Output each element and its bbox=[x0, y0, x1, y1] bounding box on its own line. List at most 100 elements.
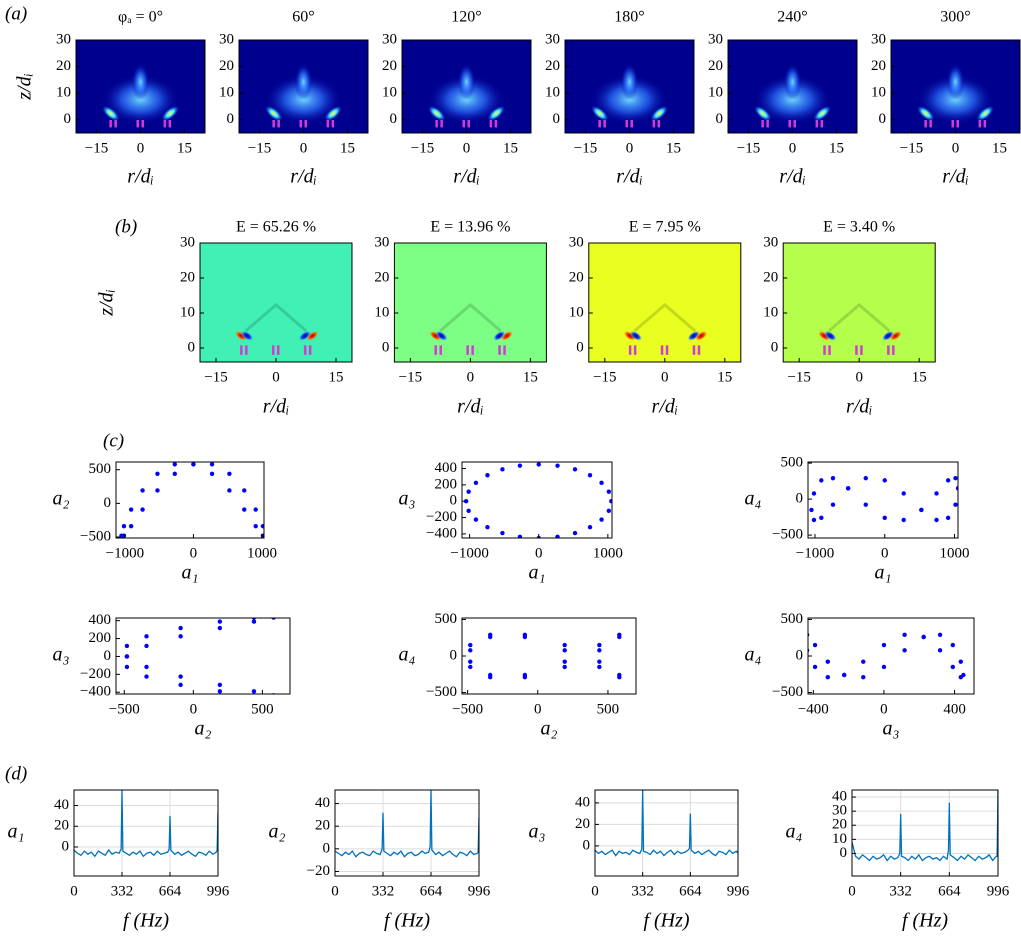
subplot-title: 240° bbox=[777, 9, 807, 26]
subplot-title: 300° bbox=[940, 9, 970, 26]
scatter-point bbox=[953, 503, 957, 507]
scatter-point bbox=[902, 633, 906, 637]
x-tick-label: 500 bbox=[251, 701, 274, 717]
injector bbox=[631, 120, 634, 127]
injector bbox=[789, 120, 792, 127]
y-tick-label: 0 bbox=[583, 837, 591, 853]
x-tick-label: 0 bbox=[70, 883, 78, 899]
injector bbox=[466, 345, 469, 355]
injector bbox=[661, 345, 664, 355]
y-tick-label: 0 bbox=[382, 339, 390, 355]
y-tick-label: 30 bbox=[871, 31, 886, 47]
injector bbox=[109, 120, 112, 127]
scatter-point bbox=[902, 518, 906, 522]
y-tick-label: 20 bbox=[763, 269, 778, 285]
scatter-point bbox=[155, 472, 159, 476]
scatter-point bbox=[938, 633, 942, 637]
scatter-point bbox=[125, 644, 129, 648]
injector bbox=[855, 345, 858, 355]
y-tick-label: 30 bbox=[56, 31, 71, 47]
scatter-point bbox=[599, 517, 603, 521]
x-tick-label: 332 bbox=[631, 883, 654, 899]
plot-area bbox=[852, 790, 998, 876]
x-tick-label: 0 bbox=[534, 701, 542, 717]
y-tick-label: 0 bbox=[64, 111, 72, 127]
y-tick-label: 10 bbox=[382, 85, 397, 101]
y-axis-label: z/dᵢ bbox=[14, 73, 36, 101]
scatter-point bbox=[254, 524, 258, 528]
axes-frame bbox=[808, 462, 958, 538]
injector bbox=[984, 120, 987, 127]
plot-area bbox=[589, 243, 741, 362]
x-tick-label: 0 bbox=[855, 369, 863, 385]
x-tick-label: 15 bbox=[666, 140, 681, 156]
x-tick-label: 0 bbox=[272, 369, 280, 385]
scatter-point bbox=[474, 481, 478, 485]
scatter-point bbox=[555, 463, 559, 467]
x-tick-label: 1000 bbox=[593, 545, 623, 561]
y-tick-label: 20 bbox=[575, 816, 590, 832]
subplot-title: 60° bbox=[292, 9, 314, 26]
y-tick-label: 40 bbox=[54, 797, 69, 813]
plot-area bbox=[74, 790, 218, 876]
x-tick-label: 996 bbox=[207, 883, 230, 899]
scatter-point bbox=[573, 531, 577, 535]
y-tick-label: −500 bbox=[426, 684, 457, 700]
scatter-point bbox=[155, 488, 159, 492]
scatter-point bbox=[488, 635, 492, 639]
x-axis-label: f (Hz) bbox=[643, 910, 689, 932]
x-tick-label: 332 bbox=[889, 883, 912, 899]
plot-area bbox=[802, 633, 965, 680]
scatter-point bbox=[946, 516, 950, 520]
injector bbox=[300, 120, 303, 127]
scatter-point bbox=[826, 675, 830, 679]
x-tick-label: 15 bbox=[177, 140, 192, 156]
x-tick-label: 400 bbox=[943, 701, 966, 717]
plot-area bbox=[125, 614, 276, 699]
scatter-point bbox=[173, 472, 177, 476]
y-tick-label: 0 bbox=[104, 648, 112, 664]
x-axis-label: a₂ bbox=[195, 718, 212, 740]
x-tick-label: 0 bbox=[952, 140, 960, 156]
scatter-point bbox=[831, 503, 835, 507]
injector bbox=[761, 120, 764, 127]
scatter-point bbox=[607, 509, 611, 513]
y-tick-label: −200 bbox=[426, 509, 457, 525]
y-tick-label: 20 bbox=[315, 818, 330, 834]
y-tick-label: 20 bbox=[219, 58, 234, 74]
injector bbox=[957, 120, 960, 127]
x-tick-label: 0 bbox=[848, 883, 856, 899]
x-tick-label: 0 bbox=[467, 369, 475, 385]
y-tick-label: 40 bbox=[315, 795, 330, 811]
plot-area bbox=[728, 40, 857, 133]
injector bbox=[272, 345, 275, 355]
scatter-point bbox=[588, 525, 592, 529]
x-axis-label: f (Hz) bbox=[384, 910, 430, 932]
figure: −150150102030φₐ = 0°r/dᵢz/dᵢ(a)−15015010… bbox=[0, 0, 1021, 948]
scatter-point bbox=[597, 665, 601, 669]
x-axis-label: r/dᵢ bbox=[457, 396, 484, 418]
x-tick-label: −1000 bbox=[450, 545, 488, 561]
plot-area bbox=[809, 476, 960, 522]
scatter-point bbox=[809, 508, 813, 512]
x-axis-label: r/dᵢ bbox=[263, 396, 290, 418]
injector bbox=[468, 120, 471, 127]
x-tick-label: 0 bbox=[881, 545, 889, 561]
y-tick-label: 20 bbox=[871, 58, 886, 74]
scatter-point bbox=[129, 524, 133, 528]
scatter-point bbox=[831, 476, 835, 480]
axes-frame bbox=[462, 618, 636, 694]
x-tick-label: 0 bbox=[190, 701, 198, 717]
scatter-point bbox=[178, 674, 182, 678]
injector bbox=[471, 345, 474, 355]
scatter-point bbox=[842, 673, 846, 677]
scatter-point bbox=[597, 660, 601, 664]
subplot-title: φₐ = 0° bbox=[118, 9, 163, 26]
injector bbox=[434, 345, 437, 355]
scatter-point bbox=[563, 665, 567, 669]
scatter-point bbox=[826, 660, 830, 664]
scatter-point bbox=[474, 517, 478, 521]
x-tick-label: 15 bbox=[992, 140, 1007, 156]
plume-core bbox=[294, 63, 312, 100]
y-tick-label: −500 bbox=[772, 527, 803, 543]
